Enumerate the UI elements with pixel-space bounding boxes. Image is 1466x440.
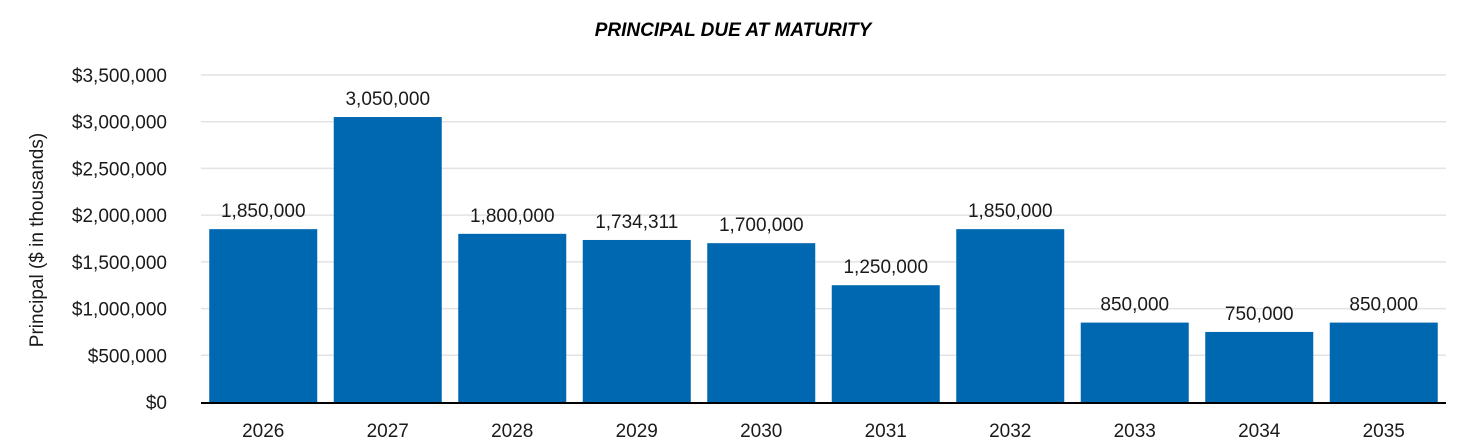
bars: [209, 117, 1438, 403]
bar: [582, 239, 691, 402]
x-axis-ticks: 2026 2027 2028 2029 2030 2031 2032 2033 2034 2035: [242, 421, 1405, 440]
data-label: 1,734,311: [595, 212, 678, 233]
y-tick-label: $3,000,000: [72, 113, 167, 134]
bar: [1329, 322, 1438, 402]
x-tick-label: 2031: [865, 421, 907, 440]
bar: [333, 117, 442, 403]
data-label: 850,000: [1349, 295, 1418, 316]
y-tick-label: $2,000,000: [72, 206, 167, 227]
y-tick-label: $500,000: [88, 346, 167, 367]
data-label: 1,850,000: [968, 201, 1053, 222]
y-tick-label: $1,500,000: [72, 253, 167, 274]
x-tick-label: 2034: [1238, 421, 1281, 440]
x-tick-label: 2026: [242, 421, 284, 440]
data-label: 1,800,000: [470, 206, 555, 227]
y-tick-label: $1,000,000: [72, 300, 167, 321]
data-label: 850,000: [1100, 295, 1169, 316]
chart-title: PRINCIPAL DUE AT MATURITY: [595, 20, 874, 41]
data-label: 1,700,000: [719, 215, 804, 236]
y-axis-ticks: $0 $500,000 $1,000,000 $1,500,000 $2,000,000…: [72, 66, 167, 414]
x-tick-label: 2027: [367, 421, 409, 440]
bar: [707, 243, 816, 402]
data-labels: 1,850,000 3,050,000 1,800,000 1,734,311 1,70…: [221, 89, 1418, 325]
bar: [1205, 331, 1314, 402]
data-label: 1,850,000: [221, 201, 306, 222]
x-tick-label: 2032: [989, 421, 1031, 440]
y-tick-label: $0: [146, 393, 167, 414]
bar: [1080, 322, 1189, 402]
x-tick-label: 2028: [491, 421, 533, 440]
data-label: 750,000: [1225, 304, 1294, 325]
y-tick-label: $2,500,000: [72, 159, 167, 180]
data-label: 3,050,000: [345, 89, 430, 110]
x-tick-label: 2033: [1114, 421, 1156, 440]
x-tick-label: 2035: [1363, 421, 1405, 440]
y-tick-label: $3,500,000: [72, 66, 167, 87]
bar: [209, 229, 318, 402]
x-tick-label: 2030: [740, 421, 782, 440]
bar: [458, 233, 567, 402]
y-axis-label: Principal ($ in thousands): [27, 133, 48, 347]
bar: [956, 229, 1065, 402]
data-label: 1,250,000: [843, 257, 928, 278]
bar: [831, 285, 940, 402]
x-tick-label: 2029: [616, 421, 658, 440]
